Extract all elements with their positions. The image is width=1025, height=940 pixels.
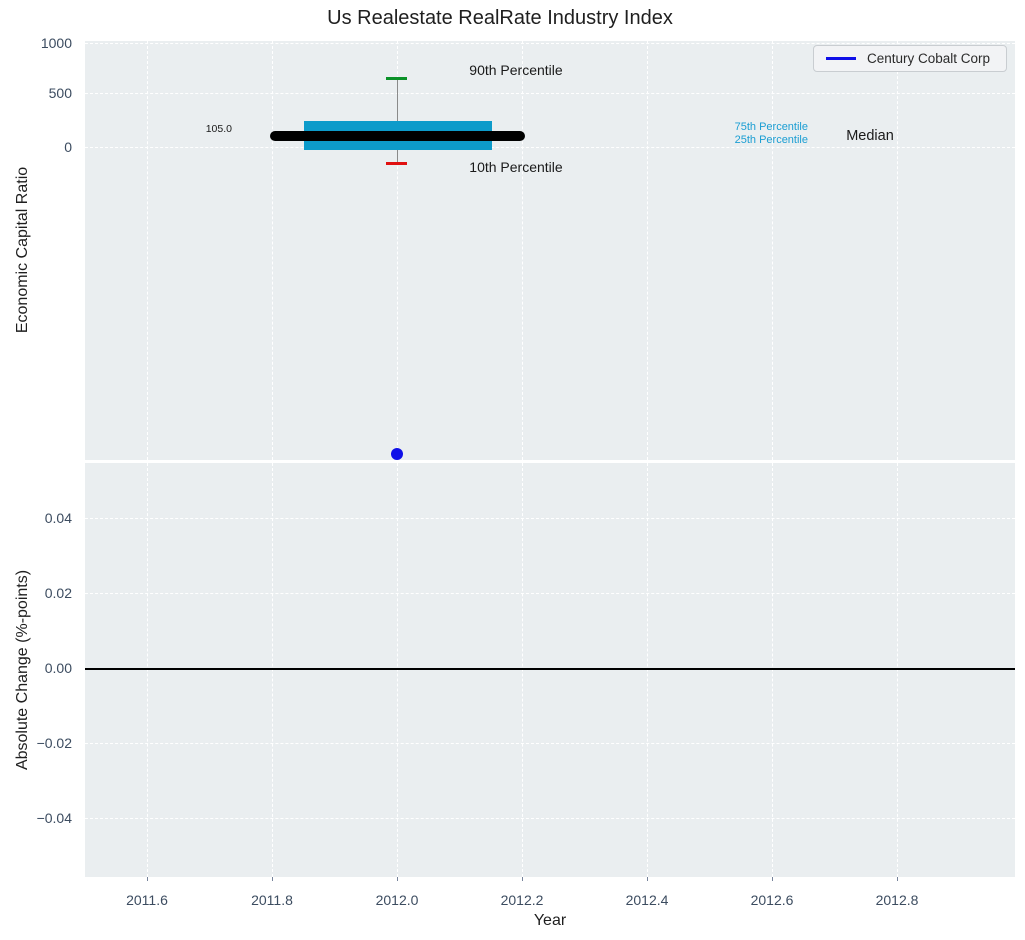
gridline — [85, 818, 1015, 819]
xtick-mark — [897, 877, 898, 881]
xtick-mark — [397, 877, 398, 881]
gridline — [647, 41, 648, 460]
bottom-y-axis-label: Absolute Change (%-points) — [14, 569, 31, 771]
gridline — [85, 743, 1015, 744]
xtick-mark — [647, 877, 648, 881]
gridline — [397, 463, 398, 877]
gridline — [397, 41, 398, 460]
p75-annotation: 75th Percentile — [734, 121, 808, 133]
gridline — [897, 41, 898, 460]
gridline — [522, 463, 523, 877]
median-value-annotation: 105.0 — [205, 123, 232, 135]
ytick-label: 0.02 — [44, 585, 72, 601]
top-y-axis-label: Economic Capital Ratio — [14, 166, 31, 334]
legend-line-swatch — [826, 57, 856, 60]
zero-change-line — [85, 668, 1015, 670]
legend-label: Century Cobalt Corp — [867, 51, 991, 66]
gridline — [772, 463, 773, 877]
bottom-plot-area — [85, 463, 1015, 877]
ytick-label: 0 — [64, 139, 72, 155]
xtick-mark — [272, 877, 273, 881]
xtick-label: 2012.0 — [375, 892, 419, 908]
ytick-label: 0.00 — [44, 660, 72, 676]
p90-annotation: 90th Percentile — [469, 62, 563, 78]
xtick-label: 2012.2 — [500, 892, 544, 908]
ytick-label: 1000 — [40, 35, 72, 51]
gridline — [85, 147, 1015, 148]
xtick-label: 2011.8 — [251, 892, 293, 908]
gridline — [522, 41, 523, 460]
company-data-point — [391, 448, 403, 460]
boxplot-median-line — [270, 131, 525, 141]
gridline — [85, 593, 1015, 594]
gridline — [85, 518, 1015, 519]
ytick-label: −0.02 — [36, 735, 72, 751]
xtick-mark — [522, 877, 523, 881]
gridline — [272, 463, 273, 877]
xtick-label: 2012.6 — [750, 892, 794, 908]
ytick-label: −0.04 — [36, 810, 72, 826]
gridline — [772, 41, 773, 460]
gridline — [147, 41, 148, 460]
xtick-label: 2012.8 — [875, 892, 919, 908]
p25-annotation: 25th Percentile — [734, 134, 808, 146]
boxplot-p10-cap — [386, 162, 407, 165]
top-plot-area: 90th Percentile 10th Percentile 105.0 75… — [85, 41, 1015, 460]
xtick-label: 2012.4 — [625, 892, 669, 908]
boxplot-whisker-line — [397, 78, 398, 163]
ytick-label: 0.04 — [44, 510, 72, 526]
p10-annotation: 10th Percentile — [469, 159, 563, 175]
gridline — [85, 43, 1015, 44]
boxplot-p90-cap — [386, 77, 407, 80]
gridline — [897, 463, 898, 877]
gridline — [647, 463, 648, 877]
gridline — [147, 463, 148, 877]
gridline — [85, 93, 1015, 94]
xtick-mark — [772, 877, 773, 881]
x-axis-label: Year — [533, 912, 567, 929]
xtick-mark — [147, 877, 148, 881]
legend: Century Cobalt Corp — [813, 45, 1007, 72]
gridline — [272, 41, 273, 460]
chart-title: Us Realestate RealRate Industry Index — [327, 7, 673, 29]
median-annotation: Median — [846, 128, 894, 144]
ytick-label: 500 — [48, 85, 72, 101]
xtick-label: 2011.6 — [126, 892, 168, 908]
